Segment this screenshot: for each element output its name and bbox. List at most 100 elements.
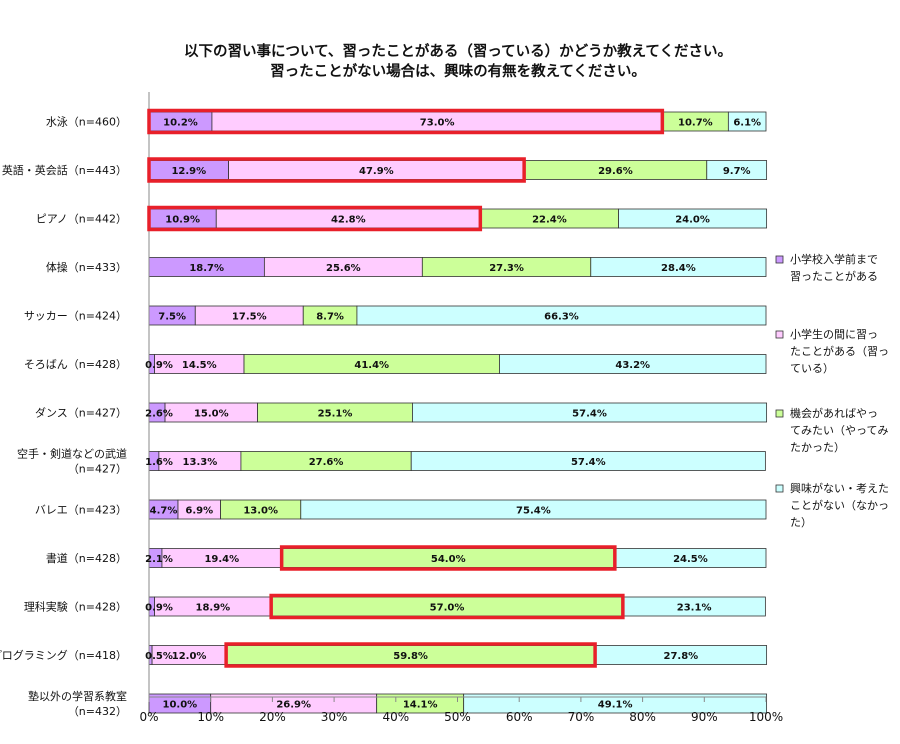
data-label: 18.7% — [189, 263, 224, 274]
data-label: 18.9% — [196, 603, 231, 614]
highlight-box — [147, 108, 665, 135]
x-tick-label: 10% — [197, 710, 224, 724]
bar-segment — [499, 354, 767, 374]
data-label: 9.7% — [723, 166, 751, 177]
legend-label: ている） — [790, 362, 834, 375]
legend-label: たかった） — [790, 441, 845, 454]
category-label: サッカー（n=424） — [24, 310, 127, 323]
data-label: 1.6% — [145, 457, 173, 468]
category-label: ダンス（n=427） — [35, 406, 127, 420]
data-label: 27.8% — [664, 651, 699, 662]
data-label: 57.4% — [571, 457, 606, 468]
legend-swatch — [775, 484, 784, 493]
data-label: 12.0% — [172, 651, 207, 662]
data-label: 43.2% — [615, 360, 650, 371]
legend-swatch — [775, 255, 784, 264]
highlight-box — [269, 593, 625, 620]
data-label: 27.3% — [489, 263, 524, 274]
bar-segment — [356, 305, 767, 326]
legend-label: た） — [790, 516, 812, 529]
data-label: 54.0% — [431, 554, 466, 565]
data-label: 6.1% — [733, 118, 761, 129]
data-label: 25.6% — [326, 263, 361, 274]
data-label: 49.1% — [598, 700, 633, 711]
x-tick-label: 60% — [506, 710, 533, 724]
category-label: 塾以外の学習系教室 — [28, 689, 127, 703]
data-label: 57.4% — [572, 409, 607, 420]
category-label: バレエ（n=423） — [35, 504, 127, 517]
chart-title-line: 以下の習い事について、習ったことがある（習っている）かどうか教えてください。 — [184, 42, 732, 60]
data-label: 10.2% — [163, 118, 198, 129]
category-label: 英語・英会話（n=443） — [2, 163, 127, 177]
data-label: 75.4% — [516, 506, 551, 517]
data-label: 14.1% — [403, 700, 438, 711]
bar-segment — [618, 208, 768, 229]
data-label: 13.3% — [183, 457, 218, 468]
category-label: 空手・剣道などの武道 — [17, 447, 127, 461]
category-label: ピアノ（n=442） — [36, 213, 127, 226]
x-tick-label: 80% — [629, 710, 656, 724]
data-label: 41.4% — [354, 360, 389, 371]
data-label: 10.9% — [165, 215, 200, 226]
highlight-box — [147, 157, 526, 183]
legend-label: たことがある（習っ — [790, 344, 889, 358]
bars — [148, 111, 768, 714]
x-tick-label: 100% — [749, 710, 783, 724]
legend-label: 習ったことがある — [790, 269, 878, 283]
highlight-boxes — [147, 108, 665, 668]
category-label: 理科実験（n=428） — [24, 600, 127, 614]
x-tick-label: 50% — [444, 710, 471, 724]
data-label: 47.9% — [359, 166, 394, 177]
legend-label: 小学生の間に習っ — [790, 327, 878, 341]
highlight-box — [279, 545, 617, 571]
x-tick-label: 0% — [139, 710, 158, 724]
data-label: 10.0% — [162, 700, 197, 711]
data-label: 28.4% — [661, 263, 696, 274]
data-label: 14.5% — [182, 360, 217, 371]
data-label: 6.9% — [185, 506, 213, 517]
x-tick-label: 90% — [691, 710, 718, 724]
bar-segment — [706, 160, 768, 180]
data-label: 0.9% — [145, 603, 173, 614]
highlight-box — [147, 205, 483, 232]
data-label: 12.9% — [171, 166, 206, 177]
data-label: 24.5% — [673, 554, 708, 565]
data-label: 4.7% — [150, 506, 178, 517]
category-label: プログラミング（n=418） — [0, 648, 127, 662]
data-label: 19.4% — [204, 554, 239, 565]
category-label: （n=427） — [68, 463, 127, 476]
bar-segment — [410, 451, 766, 471]
data-label: 17.5% — [232, 312, 267, 323]
data-label: 15.0% — [194, 409, 229, 420]
data-label: 42.8% — [331, 215, 366, 226]
data-label: 66.3% — [544, 312, 579, 323]
data-label: 2.6% — [145, 409, 173, 420]
data-label: 8.7% — [316, 312, 344, 323]
bar-segment — [463, 693, 768, 714]
x-axis: 0% 10% 20% 30% 40% 50% 60% 70% 80% 90% 100% — [139, 92, 783, 724]
data-label: 73.0% — [420, 118, 455, 129]
highlight-box — [224, 642, 597, 668]
data-label: 29.6% — [598, 166, 633, 177]
category-label: 書道（n=428） — [46, 551, 127, 565]
category-label: 体操（n=433） — [46, 260, 127, 274]
bar-segment — [412, 402, 768, 423]
legend-swatch — [775, 330, 784, 339]
chart-title: 以下の習い事について、習ったことがある（習っている）かどうか教えてください。習っ… — [184, 42, 732, 80]
legend-swatch — [775, 409, 784, 418]
category-label: そろばん（n=428） — [24, 358, 127, 371]
bar-segment — [590, 257, 767, 277]
bar-segment — [300, 499, 767, 520]
bar-segment — [727, 111, 767, 132]
data-label: 23.1% — [677, 603, 712, 614]
data-label: 10.7% — [678, 118, 713, 129]
data-label: 24.0% — [675, 215, 710, 226]
data-label: 59.8% — [393, 651, 428, 662]
legend-label: ことがない（なかっ — [790, 498, 889, 512]
legend-label: 興味がない・考えた — [790, 481, 889, 495]
data-label: 0.9% — [145, 360, 173, 371]
data-label: 26.9% — [276, 700, 311, 711]
data-label: 25.1% — [318, 409, 353, 420]
